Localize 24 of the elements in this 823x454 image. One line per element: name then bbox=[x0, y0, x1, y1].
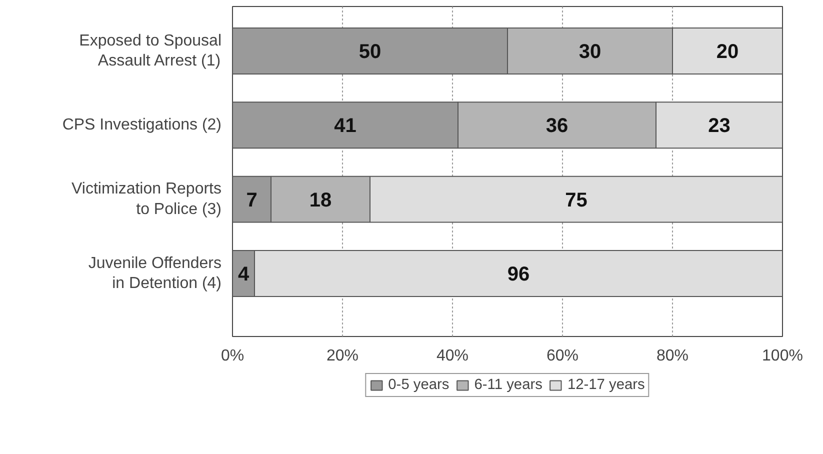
y-tick-label: Exposed to Spousal Assault Arrest (1) bbox=[79, 32, 222, 70]
data-label: 96 bbox=[507, 263, 530, 286]
y-tick-label: Victimization Reports to Police (3) bbox=[72, 180, 222, 218]
data-label: 20 bbox=[716, 40, 739, 63]
legend-label: 6-11 years bbox=[474, 377, 542, 393]
data-label: 23 bbox=[708, 115, 730, 138]
x-tick-label: 20% bbox=[326, 348, 359, 364]
x-tick-label: 40% bbox=[436, 348, 469, 364]
legend-label: 0-5 years bbox=[388, 377, 450, 393]
data-label: 18 bbox=[309, 189, 332, 212]
y-tick-label: Juvenile Offenders in Detention (4) bbox=[88, 254, 222, 292]
data-label: 41 bbox=[334, 115, 356, 138]
data-label: 4 bbox=[238, 263, 250, 286]
legend-label: 12-17 years bbox=[567, 377, 645, 393]
x-tick-label: 80% bbox=[656, 348, 689, 364]
data-label: 30 bbox=[578, 40, 602, 63]
data-label: 36 bbox=[546, 115, 568, 138]
y-tick-label: CPS Investigations (2) bbox=[62, 116, 222, 134]
x-tick-label: 60% bbox=[546, 348, 579, 364]
x-tick-label: 100% bbox=[762, 348, 803, 364]
data-label: 7 bbox=[246, 189, 258, 212]
x-tick-label: 0% bbox=[220, 348, 244, 364]
data-label: 50 bbox=[358, 40, 382, 63]
data-label: 75 bbox=[565, 189, 588, 212]
